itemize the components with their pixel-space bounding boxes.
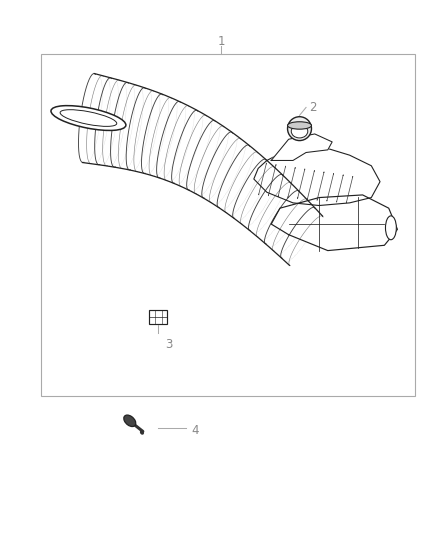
Polygon shape (254, 144, 380, 206)
Polygon shape (271, 195, 397, 251)
Ellipse shape (124, 415, 136, 426)
Text: 2: 2 (309, 101, 316, 114)
Polygon shape (271, 134, 332, 160)
Text: 3: 3 (165, 338, 173, 351)
Ellipse shape (291, 125, 308, 138)
Text: 4: 4 (191, 424, 199, 438)
Bar (41, 54, 415, 397)
Ellipse shape (288, 117, 311, 141)
Ellipse shape (140, 430, 144, 435)
Bar (149, 310, 167, 324)
Ellipse shape (51, 106, 126, 131)
Ellipse shape (385, 216, 396, 240)
Text: 1: 1 (217, 35, 225, 47)
Ellipse shape (288, 122, 311, 129)
